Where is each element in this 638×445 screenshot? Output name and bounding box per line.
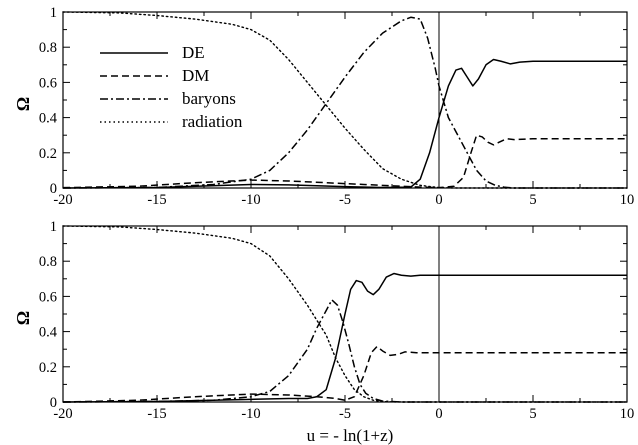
x-tick-label: 0 xyxy=(435,406,442,422)
panel-bottom: -20 -15 -10 -5 0 5 10 0 0.2 0.4 0.6 0.8 1 Ω xyxy=(13,219,634,422)
series-line-DM xyxy=(62,134,627,189)
y-tick-label: 0.4 xyxy=(39,325,58,341)
y-tick-label: 0.8 xyxy=(39,40,57,56)
series-line-baryons xyxy=(62,16,627,189)
legend-label-DE: DE xyxy=(182,43,205,62)
x-tick-label: 10 xyxy=(620,192,635,208)
x-tick-label: -20 xyxy=(53,406,72,422)
x-tick-label: -5 xyxy=(339,192,351,208)
series-line-baryons xyxy=(62,299,627,403)
series-line-DE xyxy=(62,272,627,403)
plot-frame xyxy=(62,11,628,189)
y-tick-label: 0 xyxy=(50,395,57,411)
legend-label-DM: DM xyxy=(182,66,209,85)
x-axis-label: u = - ln(1+z) xyxy=(307,426,394,445)
y-tick-label: 1 xyxy=(50,219,57,235)
x-tick-label: -15 xyxy=(147,192,166,208)
y-tick-label: 0.6 xyxy=(39,289,57,305)
series-line-radiation xyxy=(62,225,628,403)
legend-label-radiation: radiation xyxy=(182,112,243,131)
panel-top: -20 -15 -10 -5 0 5 10 0 0.2 0.4 0.6 0.8 1 Ω DE DM baryon… xyxy=(13,5,634,208)
x-tick-label: -20 xyxy=(53,192,72,208)
y-tick-label: 0 xyxy=(50,181,57,197)
series-line-DE xyxy=(62,58,627,189)
series-line-DM xyxy=(62,345,627,403)
y-tick-label: 1 xyxy=(50,5,57,21)
y-axis-label: Ω xyxy=(13,311,33,325)
x-tick-label: 5 xyxy=(529,192,536,208)
x-tick-label: 10 xyxy=(620,406,635,422)
y-tick-label: 0.2 xyxy=(39,146,57,162)
x-tick-label: -15 xyxy=(147,406,166,422)
series-line-radiation xyxy=(62,11,628,189)
x-tick-label: -10 xyxy=(241,192,260,208)
x-tick-label: 5 xyxy=(529,406,536,422)
y-tick-label: 0.6 xyxy=(39,75,57,91)
y-axis-label: Ω xyxy=(13,97,33,111)
x-tick-label: -5 xyxy=(339,406,351,422)
legend-label-baryons: baryons xyxy=(182,89,236,108)
y-tick-label: 0.2 xyxy=(39,360,57,376)
y-tick-label: 0.4 xyxy=(39,111,58,127)
y-tick-label: 0.8 xyxy=(39,254,57,270)
x-tick-label: 0 xyxy=(435,192,442,208)
x-tick-label: -10 xyxy=(241,406,260,422)
